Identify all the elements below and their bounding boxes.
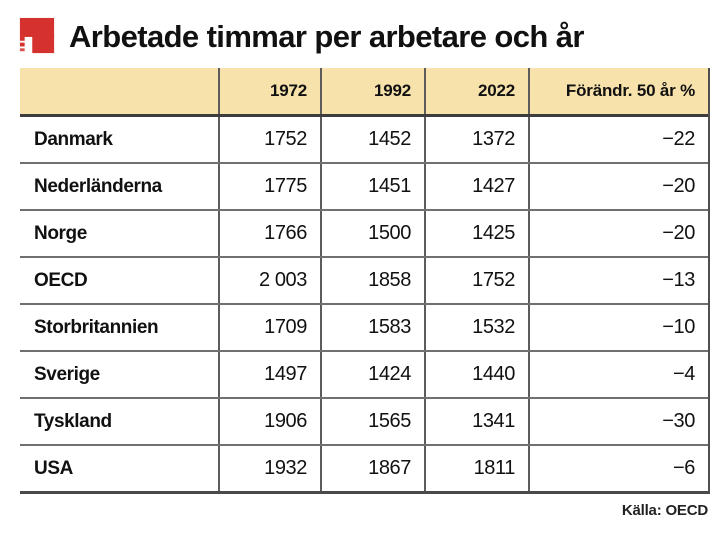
cell-change: −22	[528, 117, 708, 162]
column-header-1972: 1972	[218, 68, 320, 114]
row-label: Sverige	[34, 363, 100, 385]
source-credit: Källa: OECD	[621, 502, 708, 519]
cell-1972: 2 003	[218, 258, 320, 303]
cell-1992: 1500	[320, 211, 424, 256]
cell-change: −30	[528, 399, 708, 444]
cell-2022: 1425	[424, 211, 528, 256]
table-row-usa: USA 1932 1867 1811 −6	[20, 444, 708, 491]
cell-change: −20	[528, 211, 708, 256]
column-header-change: Förändr. 50 år %	[528, 68, 708, 114]
row-label: OECD	[34, 269, 88, 291]
cell-1972: 1906	[218, 399, 320, 444]
row-label: Tyskland	[34, 410, 112, 432]
cell-2022: 1811	[424, 446, 528, 491]
page-title: Arbetade timmar per arbetare och år	[69, 18, 584, 54]
cell-1972: 1932	[218, 446, 320, 491]
table-row-storbritannien: Storbritannien 1709 1583 1532 −10	[20, 303, 708, 350]
cell-change: −20	[528, 164, 708, 209]
cell-1972: 1766	[218, 211, 320, 256]
cell-1992: 1424	[320, 352, 424, 397]
row-label: Storbritannien	[34, 316, 159, 338]
cell-1992: 1858	[320, 258, 424, 303]
cell-change: −4	[528, 352, 708, 397]
row-label: USA	[34, 457, 73, 479]
cell-1972: 1775	[218, 164, 320, 209]
title-bar: Arbetade timmar per arbetare och år	[0, 0, 728, 68]
cell-1972: 1752	[218, 117, 320, 162]
cell-1992: 1583	[320, 305, 424, 350]
table-row-nederlanderna: Nederländerna 1775 1451 1427 −20	[20, 162, 708, 209]
table-row-oecd: OECD 2 003 1858 1752 −13	[20, 256, 708, 303]
cell-change: −10	[528, 305, 708, 350]
table-row-danmark: Danmark 1752 1452 1372 −22	[20, 117, 708, 162]
cell-change: −13	[528, 258, 708, 303]
cell-2022: 1341	[424, 399, 528, 444]
row-label: Nederländerna	[34, 175, 162, 197]
table-header-row: 1972 1992 2022 Förändr. 50 år %	[20, 68, 708, 117]
cell-2022: 1752	[424, 258, 528, 303]
cell-change: −6	[528, 446, 708, 491]
cell-2022: 1532	[424, 305, 528, 350]
cell-2022: 1372	[424, 117, 528, 162]
cell-1972: 1497	[218, 352, 320, 397]
flag-icon	[19, 17, 55, 54]
cell-1972: 1709	[218, 305, 320, 350]
cell-1992: 1867	[320, 446, 424, 491]
cell-1992: 1451	[320, 164, 424, 209]
hours-table: 1972 1992 2022 Förändr. 50 år % Danmark …	[20, 68, 710, 494]
row-label: Danmark	[34, 128, 113, 150]
table-row-tyskland: Tyskland 1906 1565 1341 −30	[20, 397, 708, 444]
row-label: Norge	[34, 222, 87, 244]
table-row-sverige: Sverige 1497 1424 1440 −4	[20, 350, 708, 397]
column-header-2022: 2022	[424, 68, 528, 114]
cell-2022: 1440	[424, 352, 528, 397]
column-header-blank	[20, 68, 218, 114]
table-row-norge: Norge 1766 1500 1425 −20	[20, 209, 708, 256]
cell-1992: 1565	[320, 399, 424, 444]
cell-1992: 1452	[320, 117, 424, 162]
cell-2022: 1427	[424, 164, 528, 209]
column-header-1992: 1992	[320, 68, 424, 114]
